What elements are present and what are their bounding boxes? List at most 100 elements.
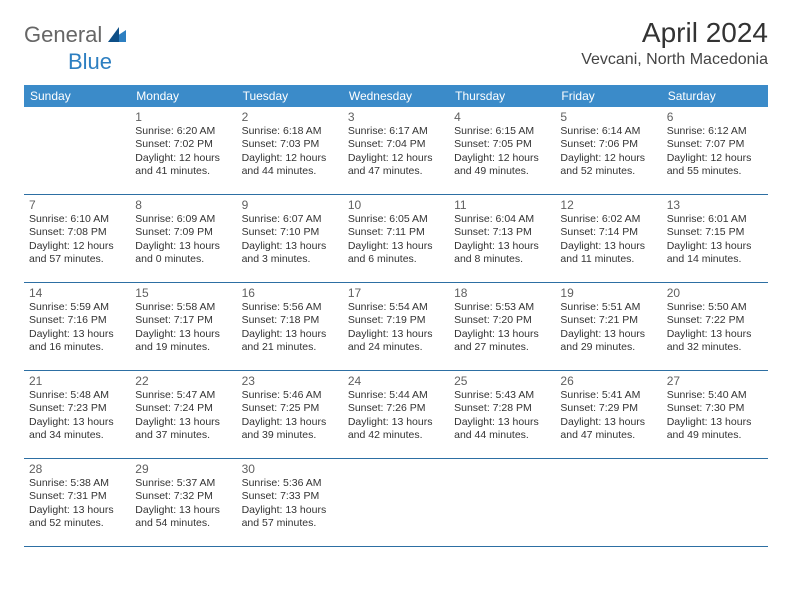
sunrise-line: Sunrise: 6:09 AM (135, 213, 231, 226)
day-number: 10 (348, 198, 444, 212)
day-number: 22 (135, 374, 231, 388)
calendar-page: General April 2024 Vevcani, North Macedo… (0, 0, 792, 565)
calendar-day-cell (343, 458, 449, 546)
calendar-day-cell: 28Sunrise: 5:38 AMSunset: 7:31 PMDayligh… (24, 458, 130, 546)
daylight-line: Daylight: 13 hours and 49 minutes. (667, 416, 763, 443)
day-number: 3 (348, 110, 444, 124)
calendar-day-cell: 10Sunrise: 6:05 AMSunset: 7:11 PMDayligh… (343, 194, 449, 282)
daylight-line: Daylight: 13 hours and 44 minutes. (454, 416, 550, 443)
sunrise-line: Sunrise: 5:56 AM (242, 301, 338, 314)
calendar-day-cell: 15Sunrise: 5:58 AMSunset: 7:17 PMDayligh… (130, 282, 236, 370)
sunset-line: Sunset: 7:18 PM (242, 314, 338, 327)
day-number: 30 (242, 462, 338, 476)
daylight-line: Daylight: 13 hours and 29 minutes. (560, 328, 656, 355)
logo-text-a: General (24, 22, 102, 48)
daylight-line: Daylight: 12 hours and 49 minutes. (454, 152, 550, 179)
sunrise-line: Sunrise: 6:20 AM (135, 125, 231, 138)
logo-sail-icon (106, 26, 128, 44)
calendar-day-cell: 27Sunrise: 5:40 AMSunset: 7:30 PMDayligh… (662, 370, 768, 458)
calendar-day-cell: 7Sunrise: 6:10 AMSunset: 7:08 PMDaylight… (24, 194, 130, 282)
sunset-line: Sunset: 7:09 PM (135, 226, 231, 239)
sunrise-line: Sunrise: 6:01 AM (667, 213, 763, 226)
day-number: 13 (667, 198, 763, 212)
calendar-day-cell: 11Sunrise: 6:04 AMSunset: 7:13 PMDayligh… (449, 194, 555, 282)
day-number: 18 (454, 286, 550, 300)
calendar-day-cell: 2Sunrise: 6:18 AMSunset: 7:03 PMDaylight… (237, 107, 343, 195)
calendar-day-cell (555, 458, 661, 546)
sunset-line: Sunset: 7:24 PM (135, 402, 231, 415)
daylight-line: Daylight: 13 hours and 19 minutes. (135, 328, 231, 355)
calendar-day-cell: 21Sunrise: 5:48 AMSunset: 7:23 PMDayligh… (24, 370, 130, 458)
daylight-line: Daylight: 12 hours and 52 minutes. (560, 152, 656, 179)
calendar-day-cell: 22Sunrise: 5:47 AMSunset: 7:24 PMDayligh… (130, 370, 236, 458)
daylight-line: Daylight: 12 hours and 44 minutes. (242, 152, 338, 179)
daylight-line: Daylight: 13 hours and 0 minutes. (135, 240, 231, 267)
sunset-line: Sunset: 7:31 PM (29, 490, 125, 503)
sunrise-line: Sunrise: 6:15 AM (454, 125, 550, 138)
weekday-header: Wednesday (343, 85, 449, 107)
daylight-line: Daylight: 13 hours and 52 minutes. (29, 504, 125, 531)
calendar-day-cell: 13Sunrise: 6:01 AMSunset: 7:15 PMDayligh… (662, 194, 768, 282)
day-number: 15 (135, 286, 231, 300)
daylight-line: Daylight: 12 hours and 55 minutes. (667, 152, 763, 179)
sunset-line: Sunset: 7:10 PM (242, 226, 338, 239)
sunset-line: Sunset: 7:16 PM (29, 314, 125, 327)
daylight-line: Daylight: 13 hours and 8 minutes. (454, 240, 550, 267)
day-number: 7 (29, 198, 125, 212)
day-number: 2 (242, 110, 338, 124)
calendar-day-cell: 30Sunrise: 5:36 AMSunset: 7:33 PMDayligh… (237, 458, 343, 546)
sunrise-line: Sunrise: 6:02 AM (560, 213, 656, 226)
sunrise-line: Sunrise: 5:44 AM (348, 389, 444, 402)
daylight-line: Daylight: 13 hours and 39 minutes. (242, 416, 338, 443)
calendar-day-cell: 4Sunrise: 6:15 AMSunset: 7:05 PMDaylight… (449, 107, 555, 195)
sunset-line: Sunset: 7:26 PM (348, 402, 444, 415)
day-number: 11 (454, 198, 550, 212)
sunset-line: Sunset: 7:06 PM (560, 138, 656, 151)
calendar-day-cell: 25Sunrise: 5:43 AMSunset: 7:28 PMDayligh… (449, 370, 555, 458)
sunset-line: Sunset: 7:32 PM (135, 490, 231, 503)
calendar-week-row: 7Sunrise: 6:10 AMSunset: 7:08 PMDaylight… (24, 194, 768, 282)
daylight-line: Daylight: 13 hours and 54 minutes. (135, 504, 231, 531)
daylight-line: Daylight: 13 hours and 27 minutes. (454, 328, 550, 355)
sunset-line: Sunset: 7:02 PM (135, 138, 231, 151)
calendar-day-cell: 3Sunrise: 6:17 AMSunset: 7:04 PMDaylight… (343, 107, 449, 195)
day-number: 28 (29, 462, 125, 476)
calendar-day-cell: 14Sunrise: 5:59 AMSunset: 7:16 PMDayligh… (24, 282, 130, 370)
sunrise-line: Sunrise: 5:50 AM (667, 301, 763, 314)
weekday-header: Sunday (24, 85, 130, 107)
sunset-line: Sunset: 7:03 PM (242, 138, 338, 151)
day-number: 20 (667, 286, 763, 300)
calendar-day-cell: 29Sunrise: 5:37 AMSunset: 7:32 PMDayligh… (130, 458, 236, 546)
sunrise-line: Sunrise: 5:41 AM (560, 389, 656, 402)
logo-text-b: Blue (68, 49, 112, 74)
daylight-line: Daylight: 13 hours and 24 minutes. (348, 328, 444, 355)
daylight-line: Daylight: 13 hours and 47 minutes. (560, 416, 656, 443)
sunset-line: Sunset: 7:08 PM (29, 226, 125, 239)
sunrise-line: Sunrise: 5:58 AM (135, 301, 231, 314)
weekday-header: Tuesday (237, 85, 343, 107)
sunset-line: Sunset: 7:33 PM (242, 490, 338, 503)
sunset-line: Sunset: 7:21 PM (560, 314, 656, 327)
calendar-header: SundayMondayTuesdayWednesdayThursdayFrid… (24, 85, 768, 107)
location-text: Vevcani, North Macedonia (581, 51, 768, 69)
sunrise-line: Sunrise: 5:46 AM (242, 389, 338, 402)
sunset-line: Sunset: 7:23 PM (29, 402, 125, 415)
day-number: 25 (454, 374, 550, 388)
sunrise-line: Sunrise: 5:37 AM (135, 477, 231, 490)
sunset-line: Sunset: 7:19 PM (348, 314, 444, 327)
logo: General (24, 22, 130, 48)
calendar-day-cell: 23Sunrise: 5:46 AMSunset: 7:25 PMDayligh… (237, 370, 343, 458)
day-number: 8 (135, 198, 231, 212)
day-number: 24 (348, 374, 444, 388)
day-number: 23 (242, 374, 338, 388)
weekday-header: Friday (555, 85, 661, 107)
daylight-line: Daylight: 13 hours and 3 minutes. (242, 240, 338, 267)
calendar-week-row: 1Sunrise: 6:20 AMSunset: 7:02 PMDaylight… (24, 107, 768, 195)
sunset-line: Sunset: 7:14 PM (560, 226, 656, 239)
sunrise-line: Sunrise: 6:17 AM (348, 125, 444, 138)
sunset-line: Sunset: 7:13 PM (454, 226, 550, 239)
calendar-day-cell: 16Sunrise: 5:56 AMSunset: 7:18 PMDayligh… (237, 282, 343, 370)
calendar-table: SundayMondayTuesdayWednesdayThursdayFrid… (24, 85, 768, 547)
sunset-line: Sunset: 7:17 PM (135, 314, 231, 327)
sunrise-line: Sunrise: 6:04 AM (454, 213, 550, 226)
